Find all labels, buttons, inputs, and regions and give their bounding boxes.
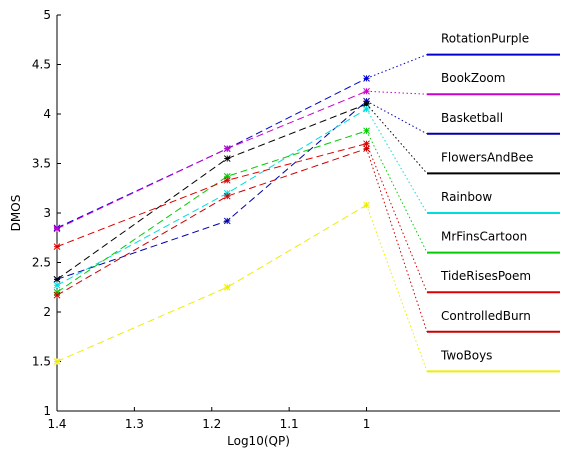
series-line-flowers-and-bee bbox=[56, 103, 367, 280]
series-marker-tide-rises-poem bbox=[53, 243, 61, 251]
y-axis-title: DMOS bbox=[9, 195, 23, 232]
series-marker-tide-rises-poem bbox=[363, 140, 370, 148]
y-tick-label: 1 bbox=[43, 404, 51, 418]
legend-label-book-zoom: BookZoom bbox=[441, 71, 505, 85]
x-tick-label: 1 bbox=[363, 417, 371, 431]
legend-connectors bbox=[366, 54, 428, 372]
legend-connector-controlled-burn bbox=[366, 148, 428, 332]
y-ticks: 1 1.5 2 2.5 3 3.5 4 4.5 5 bbox=[32, 8, 61, 418]
legend-label-basketball: Basketball bbox=[441, 111, 503, 125]
legend-label-rotation-purple: RotationPurple bbox=[441, 32, 529, 46]
x-tick-label: 1.4 bbox=[47, 417, 66, 431]
series-marker-flowers-and-bee bbox=[223, 155, 231, 162]
series-marker-book-zoom bbox=[363, 87, 370, 95]
series-marker-tide-rises-poem bbox=[223, 176, 231, 184]
series-line-mr-fins-cartoon bbox=[56, 130, 367, 293]
series-marker-basketball bbox=[223, 217, 231, 225]
legend-connector-mr-fins-cartoon bbox=[366, 130, 428, 253]
legend-label-mr-fins-cartoon: MrFinsCartoon bbox=[441, 230, 527, 244]
y-tick-label: 5 bbox=[43, 8, 51, 22]
y-tick-label: 1.5 bbox=[32, 355, 51, 369]
series-marker-book-zoom bbox=[223, 145, 231, 153]
series-markers bbox=[53, 75, 370, 365]
series-line-controlled-burn bbox=[56, 148, 367, 296]
series-marker-book-zoom bbox=[53, 225, 61, 233]
series-line-rainbow bbox=[56, 108, 367, 286]
series-marker-two-boys bbox=[363, 201, 370, 209]
y-tick-label: 4.5 bbox=[32, 58, 51, 72]
legend-label-controlled-burn: ControlledBurn bbox=[441, 309, 531, 323]
y-tick-label: 2.5 bbox=[32, 256, 51, 270]
series-line-tide-rises-poem bbox=[56, 143, 367, 248]
series-marker-rainbow bbox=[363, 105, 370, 113]
series-marker-two-boys bbox=[223, 283, 231, 291]
legend-connector-tide-rises-poem bbox=[366, 143, 428, 293]
x-tick-label: 1.1 bbox=[280, 417, 299, 431]
series-marker-controlled-burn bbox=[53, 291, 61, 299]
x-ticks: 1.4 1.3 1.2 1.1 1 bbox=[47, 407, 370, 431]
series-line-two-boys bbox=[56, 204, 367, 362]
series-marker-mr-fins-cartoon bbox=[363, 127, 370, 135]
legend-label-tide-rises-poem: TideRisesPoem bbox=[440, 269, 531, 283]
series-line-basketball bbox=[56, 100, 367, 280]
legend-connector-rainbow bbox=[366, 108, 428, 214]
legend-label-rainbow: Rainbow bbox=[441, 190, 492, 204]
y-tick-label: 2 bbox=[43, 305, 51, 319]
y-tick-label: 4 bbox=[43, 107, 51, 121]
y-tick-label: 3 bbox=[43, 206, 51, 220]
series-marker-rainbow bbox=[53, 281, 61, 289]
x-tick-label: 1.3 bbox=[125, 417, 144, 431]
legend-label-two-boys: TwoBoys bbox=[440, 348, 492, 362]
series-marker-rotation-purple bbox=[363, 75, 370, 82]
x-tick-label: 1.2 bbox=[202, 417, 221, 431]
series-lines bbox=[56, 77, 367, 362]
legend-label-flowers-and-bee: FlowersAndBee bbox=[441, 150, 533, 164]
legend: RotationPurple BookZoom Basketball FlowersA… bbox=[427, 32, 560, 373]
legend-connector-book-zoom bbox=[366, 90, 428, 95]
series-marker-flowers-and-bee bbox=[53, 275, 61, 283]
series-marker-two-boys bbox=[53, 358, 61, 365]
x-axis-title: Log10(QP) bbox=[227, 434, 290, 448]
legend-connector-flowers-and-bee bbox=[366, 103, 428, 174]
legend-connector-rotation-purple bbox=[366, 54, 428, 79]
legend-connector-two-boys bbox=[366, 204, 428, 372]
series-line-book-zoom bbox=[56, 90, 367, 230]
series-marker-controlled-burn bbox=[223, 192, 231, 200]
legend-connector-basketball bbox=[366, 100, 428, 135]
y-tick-label: 3.5 bbox=[32, 157, 51, 171]
chart-axes: 1 1.5 2 2.5 3 3.5 4 4.5 5 1.4 1.3 1.2 1.1 1 bbox=[32, 8, 560, 431]
series-marker-controlled-burn bbox=[363, 145, 370, 153]
